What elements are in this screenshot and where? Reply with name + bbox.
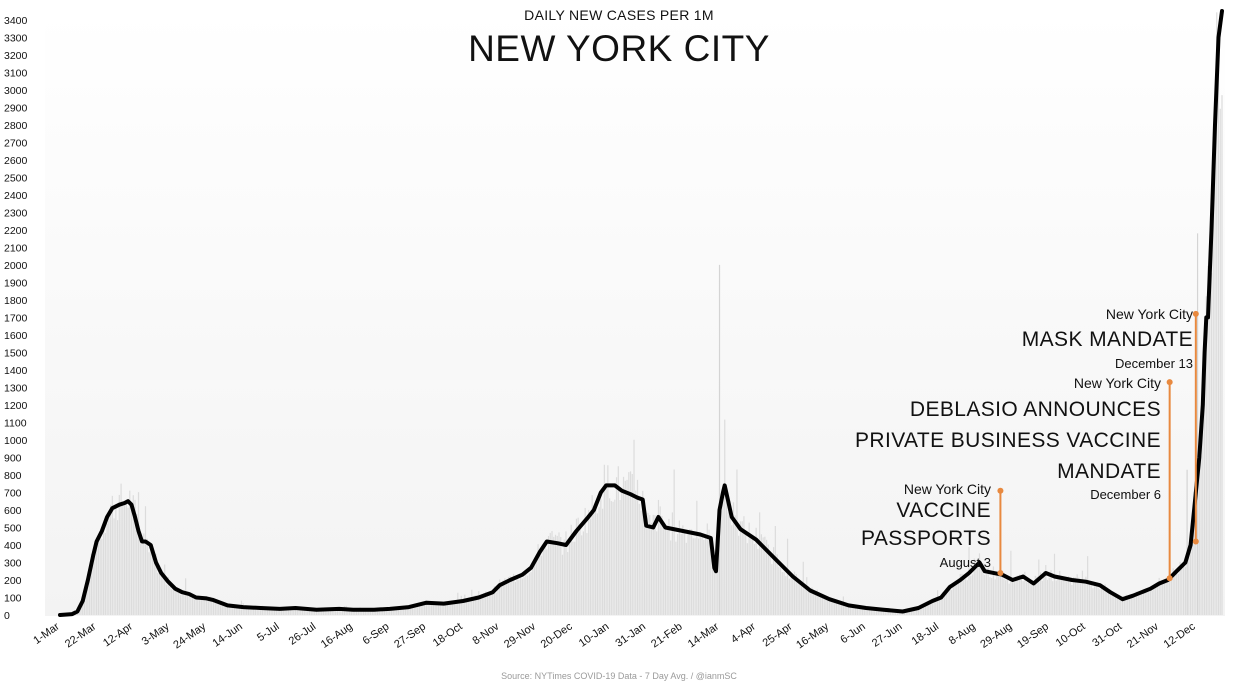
y-tick-label: 3300 <box>4 32 28 44</box>
annotation-dot <box>1166 575 1173 582</box>
x-tick-label: 31-Oct <box>1090 621 1124 650</box>
x-tick-label: 14-Jun <box>210 621 244 650</box>
x-tick-label: 12-Dec <box>1162 620 1198 650</box>
chart-subtitle: DAILY NEW CASES PER 1M <box>524 7 714 23</box>
y-tick-label: 2700 <box>4 137 28 149</box>
x-tick-label: 27-Jun <box>870 621 904 650</box>
annotation-dot <box>997 487 1004 494</box>
x-tick-label: 8-Aug <box>947 621 978 648</box>
y-tick-label: 2000 <box>4 260 28 272</box>
y-axis: 0 100 200 300 400 500 600 700 800 900 1000 1100 1200… <box>4 15 28 622</box>
x-tick-label: 1-Mar <box>31 620 62 646</box>
annotation-dot <box>1192 538 1199 545</box>
y-tick-label: 500 <box>4 522 22 534</box>
annotation-dot <box>1192 310 1199 317</box>
annotation-location: New York City <box>1073 375 1161 391</box>
x-tick-label: 25-Apr <box>761 620 795 649</box>
x-tick-label: 27-Sep <box>392 621 428 651</box>
x-tick-label: 21-Nov <box>1125 620 1161 650</box>
y-tick-label: 2600 <box>4 155 28 167</box>
annotation-vaccine-passports: New York City VACCINE PASSPORTS August 3 <box>861 481 991 570</box>
x-tick-label: 29-Aug <box>978 621 1014 651</box>
y-tick-label: 1700 <box>4 312 28 324</box>
y-tick-label: 3400 <box>4 15 28 27</box>
y-tick-label: 300 <box>4 557 22 569</box>
annotation-text-line: DEBLASIO ANNOUNCES <box>909 398 1161 421</box>
x-tick-label: 20-Dec <box>539 620 575 650</box>
y-tick-label: 1100 <box>4 417 27 429</box>
y-tick-label: 2500 <box>4 172 28 184</box>
y-tick-label: 2900 <box>4 102 28 114</box>
y-tick-label: 100 <box>4 592 22 604</box>
y-tick-label: 2400 <box>4 190 28 202</box>
annotation-date: December 13 <box>1114 356 1193 371</box>
chart-source: Source: NYTimes COVID-19 Data - 7 Day Av… <box>501 671 737 681</box>
annotation-text-line: PASSPORTS <box>860 527 991 550</box>
y-tick-label: 600 <box>4 505 22 517</box>
x-tick-label: 22-Mar <box>63 620 99 650</box>
x-tick-label: 18-Oct <box>431 621 465 650</box>
annotation-dot <box>997 569 1004 576</box>
y-tick-label: 0 <box>4 610 10 622</box>
x-axis: 1-Mar 22-Mar 12-Apr 3-May 24-May 14-Jun 5-Jul 2… <box>31 620 1198 651</box>
x-tick-label: 6-Sep <box>361 621 392 648</box>
annotation-location: New York City <box>1105 306 1193 322</box>
y-tick-label: 1600 <box>4 330 28 342</box>
annotation-date: August 3 <box>939 555 991 570</box>
annotation-text-line: MANDATE <box>1057 460 1161 483</box>
x-tick-label: 19-Sep <box>1015 621 1051 651</box>
x-tick-label: 14-Mar <box>686 620 722 650</box>
y-tick-label: 2100 <box>4 242 28 254</box>
x-tick-label: 31-Jan <box>614 621 648 650</box>
y-tick-label: 1800 <box>4 295 28 307</box>
x-tick-label: 8-Nov <box>470 620 501 647</box>
y-tick-label: 3200 <box>4 50 28 62</box>
y-tick-label: 1200 <box>4 400 28 412</box>
x-tick-label: 10-Oct <box>1054 621 1088 650</box>
annotation-text-line: PRIVATE BUSINESS VACCINE <box>855 429 1161 452</box>
y-tick-label: 1400 <box>4 365 28 377</box>
annotation-mask-mandate: New York City MASK MANDATE December 13 <box>1022 306 1193 371</box>
x-tick-label: 6-Jun <box>838 621 867 647</box>
x-tick-label: 12-Apr <box>101 620 135 649</box>
y-tick-label: 1000 <box>4 435 28 447</box>
y-tick-label: 700 <box>4 487 22 499</box>
x-tick-label: 5-Jul <box>255 621 281 645</box>
annotation-business-mandate: New York City DEBLASIO ANNOUNCES PRIVATE… <box>855 375 1161 502</box>
y-tick-label: 800 <box>4 470 22 482</box>
y-tick-label: 400 <box>4 540 22 552</box>
x-tick-label: 16-Aug <box>319 621 355 651</box>
annotation-text-line: VACCINE <box>896 499 991 522</box>
plot-background <box>45 10 1225 616</box>
annotation-text-line: MASK MANDATE <box>1021 328 1193 351</box>
x-tick-label: 10-Jan <box>577 621 611 650</box>
y-tick-label: 200 <box>4 575 22 587</box>
x-tick-label: 3-May <box>140 620 172 648</box>
annotation-location: New York City <box>903 481 991 497</box>
y-tick-label: 1900 <box>4 277 28 289</box>
x-tick-label: 29-Nov <box>502 620 538 650</box>
y-tick-label: 3000 <box>4 85 28 97</box>
y-tick-label: 1300 <box>4 382 28 394</box>
x-tick-label: 18-Jul <box>910 621 941 648</box>
chart-title: NEW YORK CITY <box>468 28 770 69</box>
y-tick-label: 1500 <box>4 347 28 359</box>
x-tick-label: 26-Jul <box>287 621 318 648</box>
annotation-markers <box>997 310 1199 582</box>
y-tick-label: 2300 <box>4 207 28 219</box>
series-line <box>58 9 1224 617</box>
annotation-date: December 6 <box>1090 487 1161 502</box>
x-tick-label: 24-May <box>171 620 208 651</box>
x-tick-label: 4-Apr <box>729 620 758 645</box>
y-tick-label: 900 <box>4 452 22 464</box>
annotation-dot <box>1166 379 1173 386</box>
x-tick-label: 16-May <box>794 620 831 651</box>
y-tick-label: 2200 <box>4 225 28 237</box>
y-tick-label: 2800 <box>4 120 28 132</box>
y-tick-label: 3100 <box>4 67 28 79</box>
x-tick-label: 21-Feb <box>649 621 684 651</box>
